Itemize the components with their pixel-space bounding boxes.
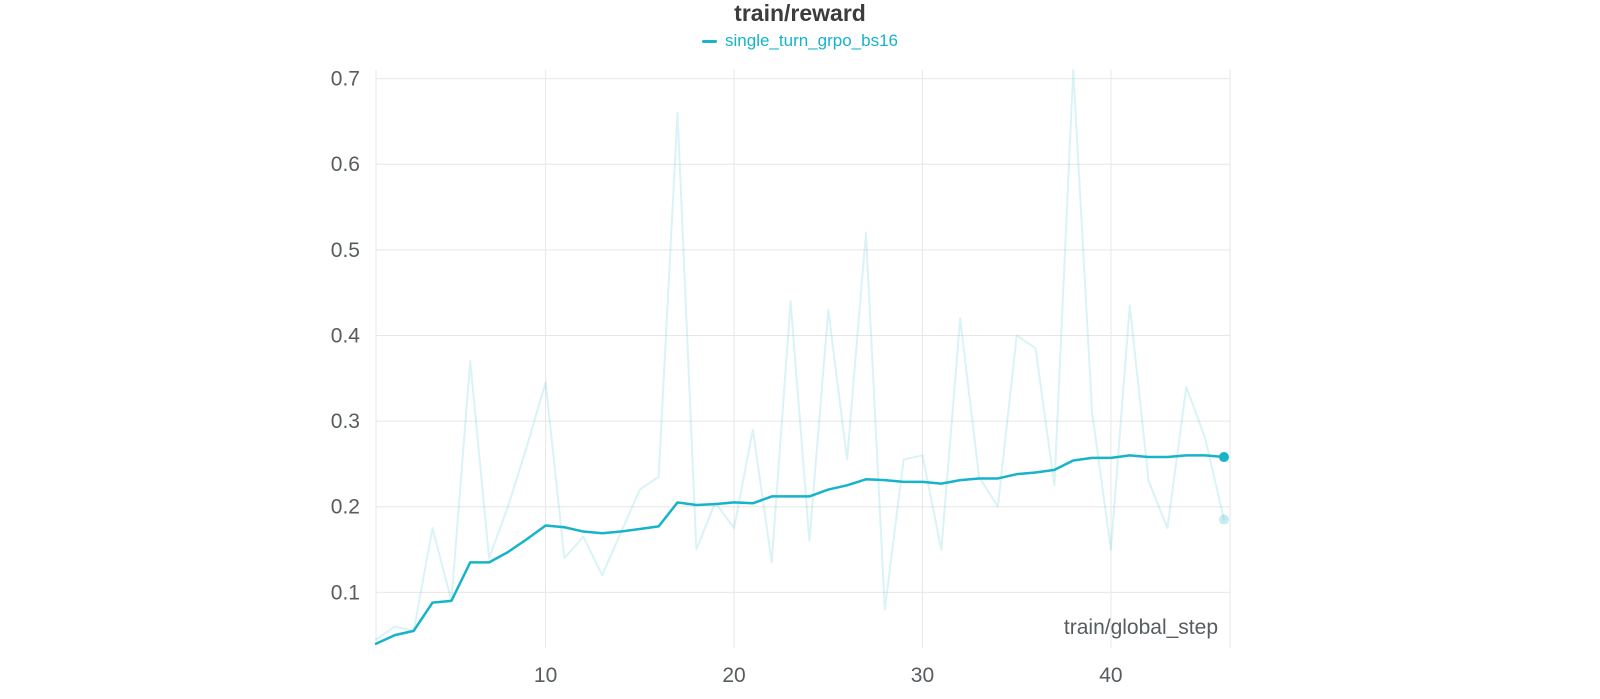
x-tick-label: 30: [911, 664, 934, 687]
x-tick-label: 20: [722, 664, 745, 687]
legend-label: single_turn_grpo_bs16: [725, 31, 898, 50]
y-tick-label: 0.7: [331, 68, 360, 91]
y-tick-label: 0.6: [331, 153, 360, 176]
y-tick-label: 0.2: [331, 496, 360, 519]
raw-series-line[interactable]: [375, 69, 1225, 641]
y-tick-label: 0.3: [331, 410, 360, 433]
x-axis-title: train/global_step: [1064, 616, 1218, 639]
x-tick-label: 40: [1099, 664, 1122, 687]
legend-line-swatch-icon: [702, 39, 718, 43]
chart-legend: single_turn_grpo_bs16: [376, 31, 1224, 51]
raw-end-dot: [1219, 514, 1229, 525]
y-tick-label: 0.1: [331, 581, 360, 604]
chart-title: train/reward: [734, 0, 866, 26]
y-tick-label: 0.4: [331, 324, 361, 347]
smoothed-series-line[interactable]: [374, 454, 1226, 645]
x-tick-label: 10: [534, 664, 557, 687]
smoothed-end-dot: [1219, 452, 1229, 463]
y-tick-label: 0.5: [331, 239, 360, 262]
legend-item[interactable]: single_turn_grpo_bs16: [702, 31, 898, 51]
